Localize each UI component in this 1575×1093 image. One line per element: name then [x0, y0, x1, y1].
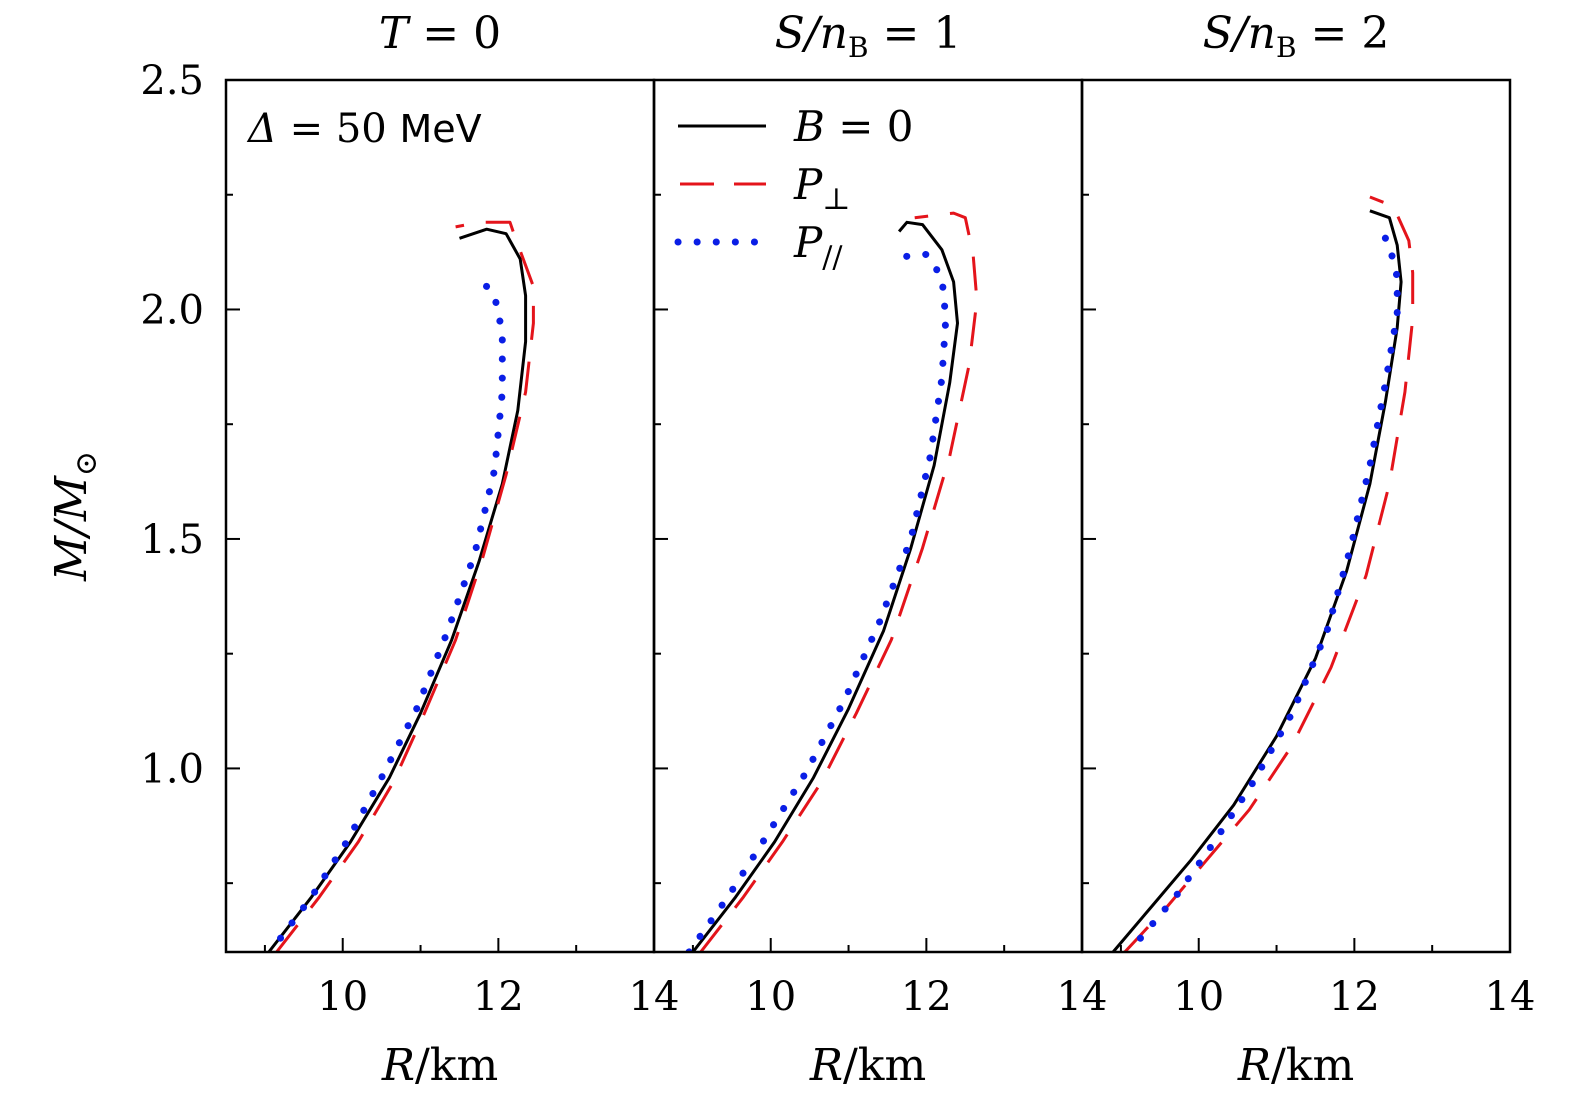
x-tick-label: 10	[1173, 974, 1224, 1020]
y-axis-label: M/M⊙	[46, 451, 104, 582]
panel-1-frame	[224, 78, 656, 954]
panel-3-title: S/nB = 2	[1203, 8, 1390, 64]
series-dotted-panel-3	[1136, 228, 1401, 942]
panel-3-frame	[1080, 78, 1512, 954]
panel-2-title: S/nB = 1	[775, 8, 962, 64]
panel-1-title: T = 0	[379, 8, 501, 59]
series-solid-panel-3	[1111, 209, 1403, 952]
delta-annotation: Δ = 50 MeV	[246, 106, 482, 152]
x-tick-label: 14	[629, 974, 680, 1020]
x-axis-label: R/km	[809, 1040, 926, 1091]
labels-layer: 10 12 14 R/km T = 0 10 12 14 R/km S/nB = 1 10 12 14 R…	[46, 8, 1535, 1091]
x-tick-label: 12	[473, 974, 524, 1020]
series-dotted-panel-2	[685, 250, 950, 952]
legend-label-dashed: P⊥	[793, 160, 850, 217]
panel-1-curves	[267, 220, 535, 952]
y-tick-label: 2.0	[140, 287, 204, 333]
x-tick-label: 14	[1057, 974, 1108, 1020]
legend-label-dotted: P//	[793, 218, 843, 275]
y-tick-label: 1.0	[140, 746, 204, 792]
panel-2-frame	[652, 78, 1084, 954]
panel-3-curves	[1111, 195, 1415, 952]
x-tick-label: 10	[317, 974, 368, 1020]
series-dashed-panel-3	[1123, 195, 1415, 952]
x-tick-label: 12	[1329, 974, 1380, 1020]
legend-label-solid: B = 0	[793, 102, 914, 151]
x-axis-label: R/km	[381, 1040, 498, 1091]
x-axis-label: R/km	[1237, 1040, 1354, 1091]
axes-layer	[224, 78, 1512, 954]
y-tick-label: 1.5	[140, 517, 204, 563]
panel-2-curves	[685, 211, 979, 952]
x-tick-label: 14	[1485, 974, 1536, 1020]
series-dotted-panel-1	[277, 269, 506, 942]
curves-layer	[267, 195, 1415, 952]
x-tick-label: 12	[901, 974, 952, 1020]
series-solid-panel-1	[267, 227, 528, 952]
y-tick-label: 2.5	[140, 58, 204, 104]
series-dashed-panel-1	[275, 220, 535, 952]
series-dashed-panel-2	[699, 211, 979, 952]
x-tick-label: 10	[745, 974, 796, 1020]
series-solid-panel-2	[691, 220, 959, 952]
